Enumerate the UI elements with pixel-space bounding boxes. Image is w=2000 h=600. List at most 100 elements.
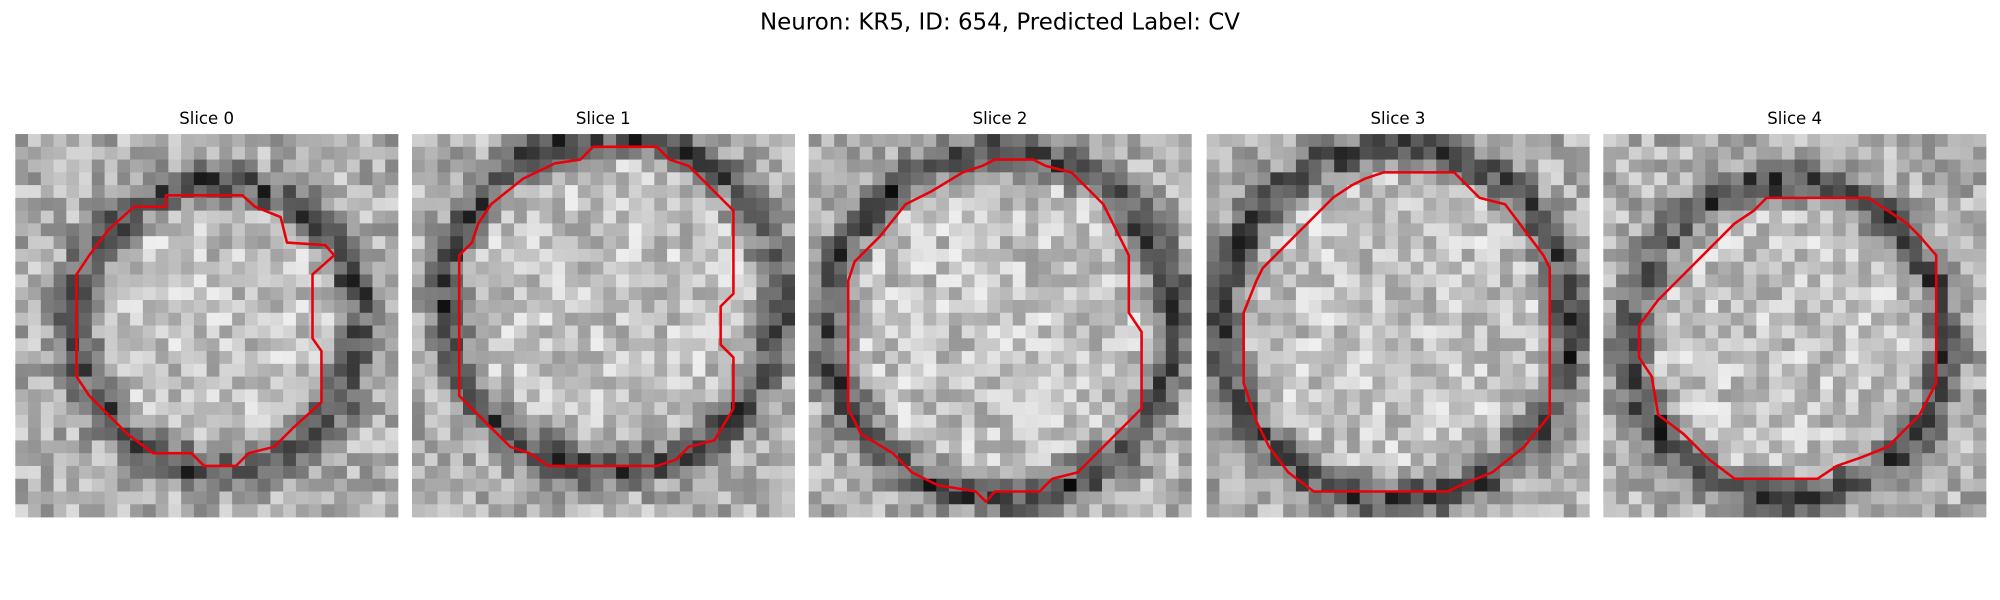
pixel xyxy=(117,504,131,518)
pixel xyxy=(15,504,29,518)
pixel xyxy=(1820,389,1834,403)
pixel xyxy=(514,376,528,390)
pixel xyxy=(705,134,719,148)
pixel xyxy=(1616,325,1630,339)
pixel xyxy=(1063,236,1077,250)
pixel xyxy=(40,248,54,263)
pixel xyxy=(142,414,156,429)
pixel xyxy=(1089,363,1103,377)
pixel xyxy=(168,223,182,237)
pixel xyxy=(1063,223,1077,237)
pixel xyxy=(1295,338,1310,352)
pixel xyxy=(756,427,770,441)
pixel xyxy=(1308,325,1322,339)
pixel xyxy=(1474,236,1488,250)
pixel xyxy=(1487,146,1501,160)
pixel xyxy=(283,491,297,505)
pixel xyxy=(28,338,42,352)
pixel xyxy=(1165,402,1179,416)
pixel xyxy=(104,287,118,301)
pixel xyxy=(1576,274,1590,288)
pixel xyxy=(897,363,912,377)
pixel xyxy=(1283,491,1297,505)
pixel xyxy=(1025,491,1039,505)
pixel xyxy=(718,453,732,467)
pixel xyxy=(936,274,950,288)
pixel xyxy=(1922,236,1936,250)
pixel xyxy=(1781,236,1796,250)
pixel xyxy=(1153,427,1167,441)
pixel xyxy=(654,312,668,326)
pixel xyxy=(910,146,924,160)
pixel xyxy=(730,172,745,186)
pixel xyxy=(475,274,489,288)
pixel xyxy=(1603,478,1617,492)
pixel xyxy=(910,389,924,403)
pixel xyxy=(501,274,515,288)
pixel xyxy=(1244,197,1259,212)
pixel xyxy=(219,465,233,480)
pixel xyxy=(1321,427,1335,441)
pixel xyxy=(1461,159,1475,173)
pixel xyxy=(79,197,93,212)
pixel xyxy=(1385,287,1399,301)
pixel xyxy=(961,325,975,339)
panel-title: Slice 1 xyxy=(576,109,631,128)
pixel xyxy=(885,197,899,212)
pixel xyxy=(1165,300,1179,314)
pixel xyxy=(526,300,540,314)
pixel xyxy=(283,427,297,441)
pixel xyxy=(1127,185,1141,199)
pixel xyxy=(346,504,361,518)
pixel xyxy=(1909,197,1923,212)
pixel xyxy=(1525,185,1539,199)
pixel xyxy=(40,274,54,288)
pixel xyxy=(295,338,310,352)
pixel xyxy=(1525,210,1539,224)
pixel xyxy=(1641,478,1655,492)
pixel xyxy=(679,478,693,492)
pixel xyxy=(1127,491,1141,505)
pixel xyxy=(1410,478,1424,492)
pixel xyxy=(756,363,770,377)
pixel xyxy=(79,185,93,199)
pixel xyxy=(244,402,259,416)
pixel xyxy=(1641,185,1655,199)
pixel xyxy=(718,287,732,301)
pixel xyxy=(1153,312,1167,326)
pixel xyxy=(936,261,950,275)
pixel xyxy=(346,338,361,352)
pixel xyxy=(463,134,477,148)
pixel xyxy=(219,134,233,148)
pixel xyxy=(1781,414,1796,429)
pixel xyxy=(1692,185,1706,199)
pixel xyxy=(923,465,937,480)
pixel xyxy=(526,325,540,339)
pixel xyxy=(117,440,131,454)
pixel xyxy=(1012,248,1026,263)
pixel xyxy=(1346,376,1361,390)
pixel xyxy=(424,274,438,288)
pixel xyxy=(821,351,835,365)
pixel xyxy=(769,351,783,365)
pixel xyxy=(142,210,156,224)
pixel xyxy=(1140,261,1154,275)
pixel xyxy=(411,274,426,288)
pixel xyxy=(577,210,591,224)
pixel xyxy=(1140,491,1154,505)
pixel xyxy=(974,197,988,212)
pixel xyxy=(450,325,464,339)
pixel xyxy=(424,261,438,275)
pixel xyxy=(821,402,835,416)
pixel xyxy=(539,300,553,314)
pixel xyxy=(1525,389,1539,403)
pixel xyxy=(1410,172,1424,186)
pixel xyxy=(475,172,489,186)
pixel xyxy=(450,402,464,416)
pixel xyxy=(577,427,591,441)
pixel xyxy=(565,491,579,505)
pixel xyxy=(667,491,681,505)
pixel xyxy=(308,363,322,377)
pixel xyxy=(1576,300,1590,314)
pixel xyxy=(1616,440,1630,454)
